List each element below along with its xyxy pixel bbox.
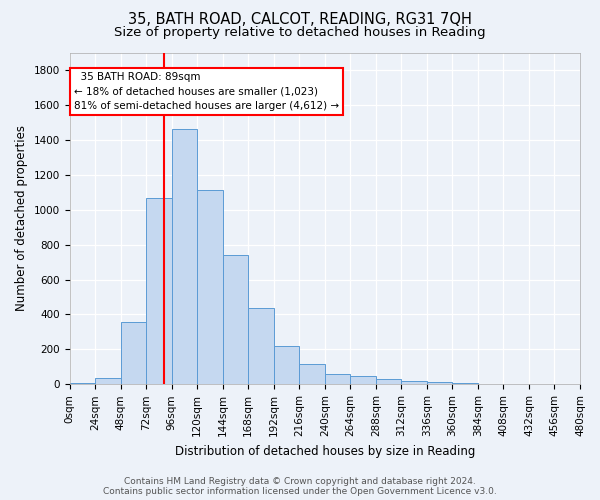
Bar [172,130,197,384]
Text: 35 BATH ROAD: 89sqm  
← 18% of detached houses are smaller (1,023)
81% of semi-d: 35 BATH ROAD: 89sqm ← 18% of detached ho… [74,72,339,112]
Bar [248,308,274,384]
Bar [401,381,427,384]
Text: Size of property relative to detached houses in Reading: Size of property relative to detached ho… [114,26,486,39]
Bar [452,383,478,384]
Bar [197,190,223,384]
Y-axis label: Number of detached properties: Number of detached properties [15,126,28,312]
Bar [299,364,325,384]
Bar [121,322,146,384]
Bar [350,376,376,384]
Text: Contains HM Land Registry data © Crown copyright and database right 2024.
Contai: Contains HM Land Registry data © Crown c… [103,476,497,496]
X-axis label: Distribution of detached houses by size in Reading: Distribution of detached houses by size … [175,444,475,458]
Text: 35, BATH ROAD, CALCOT, READING, RG31 7QH: 35, BATH ROAD, CALCOT, READING, RG31 7QH [128,12,472,28]
Bar [325,374,350,384]
Bar [70,382,95,384]
Bar [274,346,299,385]
Bar [95,378,121,384]
Bar [223,255,248,384]
Bar [146,198,172,384]
Bar [427,382,452,384]
Bar [376,379,401,384]
